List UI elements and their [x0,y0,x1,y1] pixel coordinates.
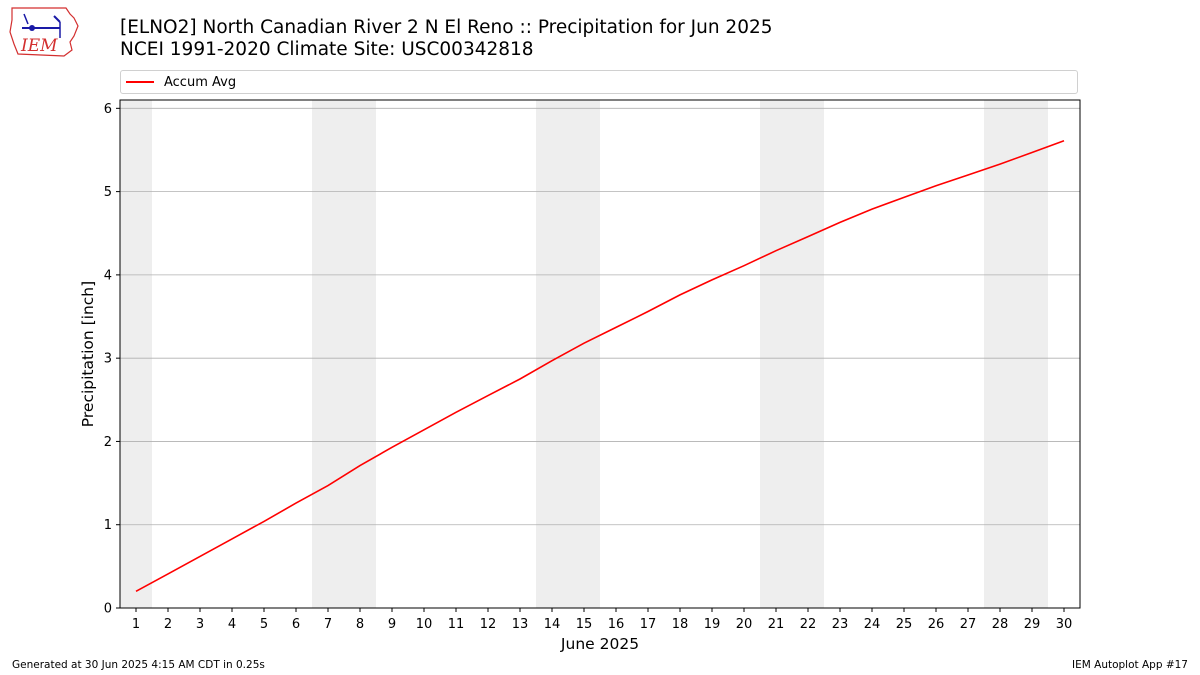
y-tick-label: 4 [104,268,112,283]
weekend-band [984,100,1016,608]
x-tick-label: 10 [416,617,433,632]
x-tick-label: 6 [292,617,300,632]
x-tick-label: 5 [260,617,268,632]
y-tick-label: 6 [104,102,112,117]
y-tick-label: 2 [104,435,112,450]
x-tick-label: 22 [800,617,817,632]
x-tick-label: 12 [480,617,497,632]
x-tick-label: 11 [448,617,465,632]
app-credit: IEM Autoplot App #17 [1072,659,1188,671]
x-tick-label: 7 [324,617,332,632]
series-layer [135,140,1065,593]
x-tick-label: 14 [544,617,561,632]
x-axis-label: June 2025 [560,635,639,653]
logo-text: IEM [20,36,58,56]
x-tick-label: 26 [928,617,945,632]
weekend-band [792,100,824,608]
x-tick-label: 8 [356,617,364,632]
x-tick-label: 28 [992,617,1009,632]
y-tick-label: 1 [104,518,112,533]
weekend-band [312,100,344,608]
x-tick-label: 21 [768,617,785,632]
x-tick-label: 20 [736,617,753,632]
x-tick-label: 19 [704,617,721,632]
legend-label: Accum Avg [164,74,237,90]
weekend-band [120,100,152,608]
x-tick-label: 23 [832,617,849,632]
iem-logo: IEM [9,7,79,57]
plot-frame [119,99,1081,609]
y-axis-label: Precipitation [inch] [79,281,97,427]
x-tick-label: 16 [608,617,625,632]
x-tick-label: 24 [864,617,881,632]
x-tick-label: 1 [132,617,140,632]
y-tick-label: 0 [104,602,112,617]
chart-title: [ELNO2] North Canadian River 2 N El Reno… [120,17,773,38]
x-tick-label: 13 [512,617,529,632]
x-tick-label: 3 [196,617,204,632]
legend: Accum Avg [120,70,1078,94]
x-axis-ticks: 1 2 3 4 5 6 7 8 9 10 11 12 13 14 15 16 17 18 19 20 21 22 23 24 2… [132,608,1072,632]
x-tick-label: 2 [164,617,172,632]
x-tick-label: 29 [1024,617,1041,632]
chart-subtitle: NCEI 1991-2020 Climate Site: USC00342818 [120,39,534,60]
weekend-band [568,100,600,608]
series-line-accum-avg [135,140,1065,593]
x-tick-label: 17 [640,617,657,632]
weekend-shading [120,100,1048,608]
x-tick-label: 9 [388,617,396,632]
y-tick-label: 5 [104,185,112,200]
x-tick-label: 30 [1056,617,1073,632]
legend-line-swatch [126,81,154,83]
weekend-band [760,100,792,608]
weekend-band [344,100,376,608]
chart-title-block: [ELNO2] North Canadian River 2 N El Reno… [120,17,773,61]
weekend-band [1016,100,1048,608]
x-tick-label: 15 [576,617,593,632]
y-tick-label: 3 [104,352,112,367]
x-tick-label: 25 [896,617,913,632]
x-tick-label: 27 [960,617,977,632]
generated-timestamp: Generated at 30 Jun 2025 4:15 AM CDT in … [12,659,265,671]
x-tick-label: 18 [672,617,689,632]
x-tick-label: 4 [228,617,236,632]
y-axis-ticks: 0 1 2 3 4 5 6 [104,102,120,617]
